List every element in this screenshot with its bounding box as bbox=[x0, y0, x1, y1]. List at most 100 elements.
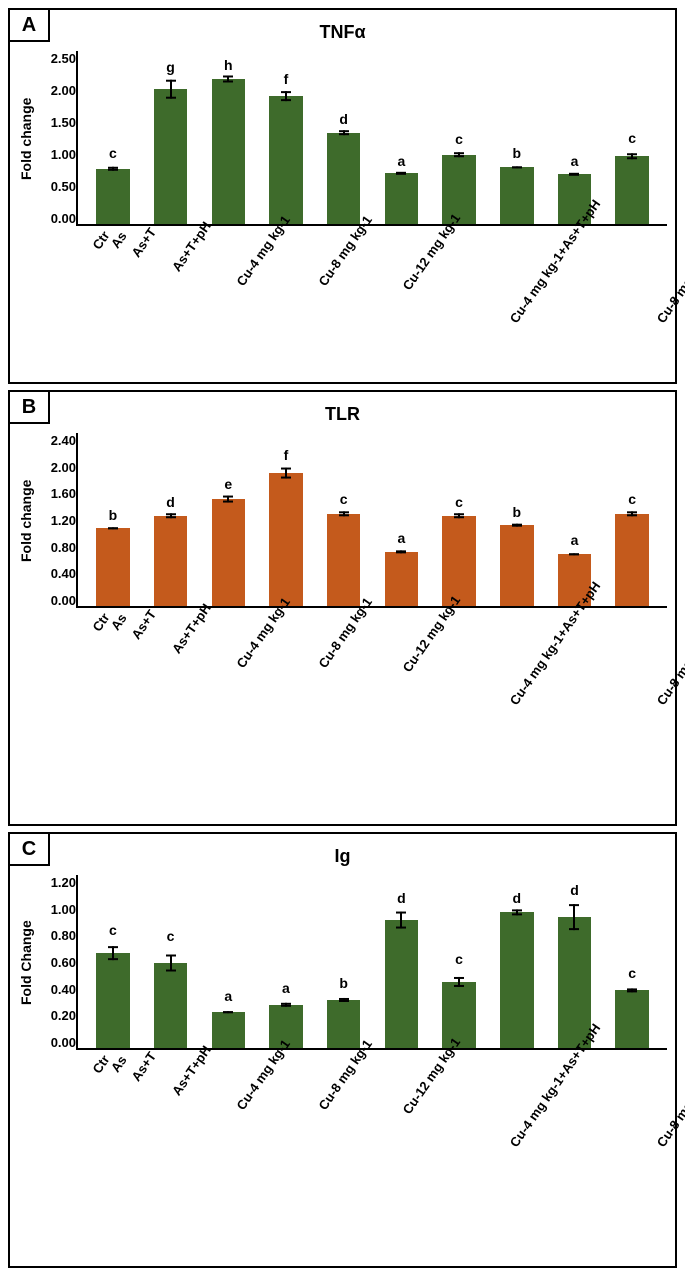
sig-letter: c bbox=[455, 951, 463, 967]
y-tick: 0.80 bbox=[38, 928, 76, 943]
error-bar bbox=[573, 904, 575, 930]
y-tick: 0.80 bbox=[38, 540, 76, 555]
sig-letter: e bbox=[224, 476, 232, 492]
sig-letter: d bbox=[570, 882, 579, 898]
bar-slot: b bbox=[315, 875, 373, 1048]
y-axis-label: Fold change bbox=[18, 433, 34, 608]
bar bbox=[385, 920, 418, 1048]
label-spacer bbox=[18, 620, 667, 820]
chart-container: ATNFαFold change0.000.501.001.502.002.50… bbox=[8, 8, 677, 1268]
error-bar bbox=[170, 79, 172, 98]
bar bbox=[500, 912, 533, 1048]
sig-letter: c bbox=[628, 491, 636, 507]
panel-B: BTLRFold change0.000.400.801.201.602.002… bbox=[8, 390, 677, 826]
error-bar bbox=[227, 75, 229, 82]
bar bbox=[269, 473, 302, 606]
y-axis: 0.000.501.001.502.002.50 bbox=[38, 51, 76, 226]
chart-body: Fold change0.000.501.001.502.002.50cghfd… bbox=[18, 51, 667, 226]
error-bar bbox=[400, 911, 402, 928]
error-bar bbox=[170, 954, 172, 971]
sig-letter: a bbox=[282, 980, 290, 996]
panel-label: A bbox=[8, 8, 50, 42]
error-bar bbox=[112, 946, 114, 960]
error-bar bbox=[227, 1011, 229, 1013]
y-tick: 1.20 bbox=[38, 513, 76, 528]
sig-letter: a bbox=[224, 988, 232, 1004]
sig-letter: d bbox=[166, 494, 175, 510]
bar bbox=[96, 528, 129, 606]
bar-slot: f bbox=[257, 433, 315, 606]
sig-letter: a bbox=[397, 153, 405, 169]
y-tick: 1.20 bbox=[38, 875, 76, 890]
error-bar bbox=[112, 167, 114, 171]
y-axis: 0.000.200.400.600.801.001.20 bbox=[38, 875, 76, 1050]
y-axis: 0.000.400.801.201.602.002.40 bbox=[38, 433, 76, 608]
x-labels: CtrAsAs+TAs+T+pHCu-4 mg kg-1Cu-8 mg kg-1… bbox=[18, 226, 667, 238]
label-spacer bbox=[18, 1062, 667, 1262]
panel-A: ATNFαFold change0.000.501.001.502.002.50… bbox=[8, 8, 677, 384]
bar-slot: g bbox=[142, 51, 200, 224]
y-tick: 2.00 bbox=[38, 83, 76, 98]
y-tick: 0.20 bbox=[38, 1008, 76, 1023]
error-bar bbox=[343, 998, 345, 1002]
sig-letter: c bbox=[628, 130, 636, 146]
bar-slot: h bbox=[199, 51, 257, 224]
bar bbox=[385, 173, 418, 224]
bar bbox=[96, 953, 129, 1048]
x-labels: CtrAsAs+TAs+T+pHCu-4 mg kg-1Cu-8 mg kg-1… bbox=[18, 608, 667, 620]
bar-slot: c bbox=[603, 433, 661, 606]
sig-letter: d bbox=[512, 890, 521, 906]
sig-letter: c bbox=[628, 965, 636, 981]
bar bbox=[96, 169, 129, 224]
y-tick: 0.00 bbox=[38, 1035, 76, 1050]
error-bar bbox=[400, 173, 402, 175]
sig-letter: b bbox=[512, 145, 521, 161]
bar bbox=[615, 990, 648, 1048]
bar-slot: d bbox=[142, 433, 200, 606]
bar-slot: a bbox=[373, 433, 431, 606]
error-bar bbox=[343, 130, 345, 134]
y-tick: 2.50 bbox=[38, 51, 76, 66]
y-tick: 1.00 bbox=[38, 902, 76, 917]
sig-letter: a bbox=[571, 532, 579, 548]
bar-slot: b bbox=[488, 51, 546, 224]
sig-letter: c bbox=[109, 922, 117, 938]
bar-slot: c bbox=[84, 51, 142, 224]
sig-letter: c bbox=[109, 145, 117, 161]
bar bbox=[212, 1012, 245, 1048]
error-bar bbox=[343, 511, 345, 516]
bar-slot: c bbox=[84, 875, 142, 1048]
bar bbox=[500, 525, 533, 606]
bar-slot: b bbox=[488, 433, 546, 606]
bar bbox=[154, 963, 187, 1048]
y-tick: 2.00 bbox=[38, 460, 76, 475]
y-tick: 1.00 bbox=[38, 147, 76, 162]
bar bbox=[385, 552, 418, 606]
chart-body: Fold Change0.000.200.400.600.801.001.20c… bbox=[18, 875, 667, 1050]
bar-slot: c bbox=[315, 433, 373, 606]
bar bbox=[500, 167, 533, 224]
bar-slot: d bbox=[488, 875, 546, 1048]
bar-slot: f bbox=[257, 51, 315, 224]
error-bar bbox=[516, 166, 518, 169]
sig-letter: d bbox=[339, 111, 348, 127]
bar-slot: c bbox=[603, 875, 661, 1048]
y-tick: 0.00 bbox=[38, 211, 76, 226]
error-bar bbox=[458, 977, 460, 987]
error-bar bbox=[631, 153, 633, 160]
bar bbox=[615, 514, 648, 606]
chart-body: Fold change0.000.400.801.201.602.002.40b… bbox=[18, 433, 667, 608]
bar bbox=[212, 499, 245, 606]
bar-slot: c bbox=[142, 875, 200, 1048]
error-bar bbox=[458, 514, 460, 519]
panel-label: B bbox=[8, 390, 50, 424]
bar bbox=[154, 516, 187, 606]
error-bar bbox=[112, 527, 114, 530]
y-axis-label: Fold Change bbox=[18, 875, 34, 1050]
bar-slot: a bbox=[257, 875, 315, 1048]
sig-letter: a bbox=[571, 153, 579, 169]
sig-letter: h bbox=[224, 57, 233, 73]
panel-C: CIgFold Change0.000.200.400.600.801.001.… bbox=[8, 832, 677, 1268]
error-bar bbox=[285, 467, 287, 478]
bar-slot: c bbox=[430, 875, 488, 1048]
